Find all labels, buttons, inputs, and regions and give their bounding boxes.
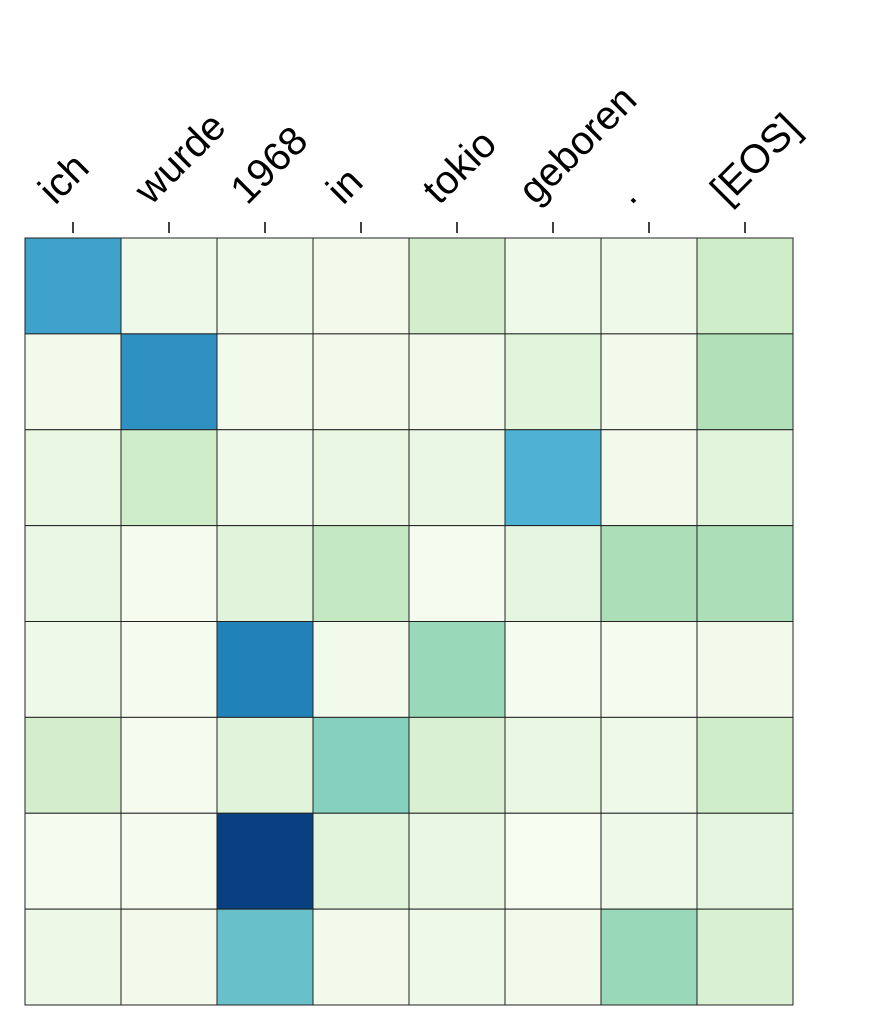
heatmap-cell [504,429,602,527]
heatmap-cell [600,333,698,431]
x-tick-label: wurde [126,104,235,213]
heatmap-cell [216,525,314,622]
heatmap-cell [24,908,122,1006]
heatmap-cell [120,621,218,718]
heatmap-cell [696,525,794,622]
heatmap-cell [120,812,218,910]
x-tick-label: ich [30,145,97,212]
heatmap-cell [312,333,410,431]
x-tick-label: tokio [414,122,505,213]
heatmap-cell [504,812,602,910]
x-tick-label: in [318,159,371,212]
heatmap-cell [312,237,410,335]
heatmap-cell [600,525,698,622]
heatmap-cell [408,716,506,814]
heatmap-cell [696,812,794,910]
heatmap-cell [504,908,602,1006]
heatmap-cell [504,716,602,814]
heatmap-cell [312,429,410,527]
heatmap-cell [408,525,506,622]
heatmap-cell [216,429,314,527]
heatmap-cell [408,237,506,335]
heatmap-cell [696,716,794,814]
heatmap-cell [696,429,794,527]
heatmap-cell [24,621,122,718]
heatmap-cell [24,525,122,622]
heatmap-cell [696,237,794,335]
heatmap-cell [504,237,602,335]
heatmap-cell [312,908,410,1006]
heatmap-cell [312,812,410,910]
heatmap-cell [600,716,698,814]
heatmap-cell [216,621,314,718]
heatmap-cell [120,908,218,1006]
heatmap-cell [600,237,698,335]
heatmap-cell [120,429,218,527]
heatmap-cell [408,908,506,1006]
heatmap-cell [696,908,794,1006]
heatmap-cell [216,333,314,431]
heatmap-cell [696,333,794,431]
heatmap-cell [216,716,314,814]
heatmap-cell [504,525,602,622]
heatmap-cell [120,333,218,431]
heatmap-cell [600,908,698,1006]
heatmap-cell [600,429,698,527]
heatmap-cell [216,237,314,335]
heatmap-cell [408,333,506,431]
heatmap-cell [120,716,218,814]
heatmap-cell [504,621,602,718]
heatmap-cell [216,908,314,1006]
heatmap-cell [312,621,410,718]
heatmap-cell [24,237,122,335]
heatmap-cell [120,237,218,335]
heatmap-cell [504,333,602,431]
heatmap-cell [24,333,122,431]
heatmap-cell [312,525,410,622]
heatmap-cell [120,525,218,622]
heatmap-cell [408,621,506,718]
heatmap-cell [600,621,698,718]
heatmap-cell [600,812,698,910]
heatmap-cell [24,716,122,814]
heatmap-cell [408,812,506,910]
x-tick-label: 1968 [222,118,316,212]
heatmap-cell [696,621,794,718]
heatmap-cell [408,429,506,527]
heatmap-cell [312,716,410,814]
x-tick-label: [EOS] [702,106,809,213]
heatmap-cell [24,429,122,527]
heatmap-cell [24,812,122,910]
x-tick-label: . [606,173,645,212]
heatmap-cell [216,812,314,910]
